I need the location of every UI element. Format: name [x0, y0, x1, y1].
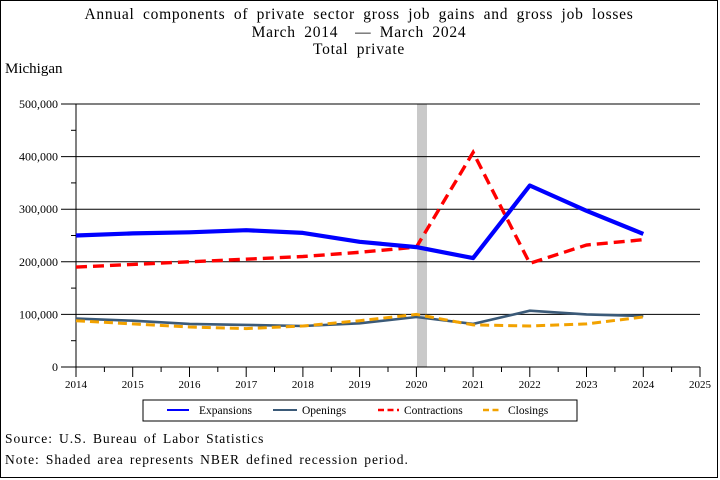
svg-text:2022: 2022: [519, 379, 541, 391]
svg-text:2014: 2014: [65, 379, 88, 391]
svg-text:Contractions: Contractions: [404, 405, 463, 417]
svg-text:2018: 2018: [292, 379, 315, 391]
svg-text:2015: 2015: [122, 379, 145, 391]
svg-text:200,000: 200,000: [19, 255, 58, 269]
svg-text:Openings: Openings: [302, 405, 347, 417]
svg-text:2017: 2017: [235, 379, 258, 391]
svg-text:2023: 2023: [576, 379, 599, 391]
svg-text:2019: 2019: [349, 379, 372, 391]
svg-text:2024: 2024: [632, 379, 655, 391]
svg-text:400,000: 400,000: [19, 150, 58, 164]
svg-text:2020: 2020: [405, 379, 428, 391]
svg-text:2025: 2025: [689, 379, 712, 391]
svg-text:Expansions: Expansions: [199, 405, 253, 417]
svg-text:0: 0: [52, 360, 58, 374]
svg-text:2021: 2021: [462, 379, 484, 391]
svg-text:2016: 2016: [179, 379, 202, 391]
svg-text:100,000: 100,000: [19, 307, 58, 321]
svg-text:500,000: 500,000: [19, 97, 58, 111]
svg-text:Closings: Closings: [508, 405, 549, 417]
svg-text:300,000: 300,000: [19, 202, 58, 216]
